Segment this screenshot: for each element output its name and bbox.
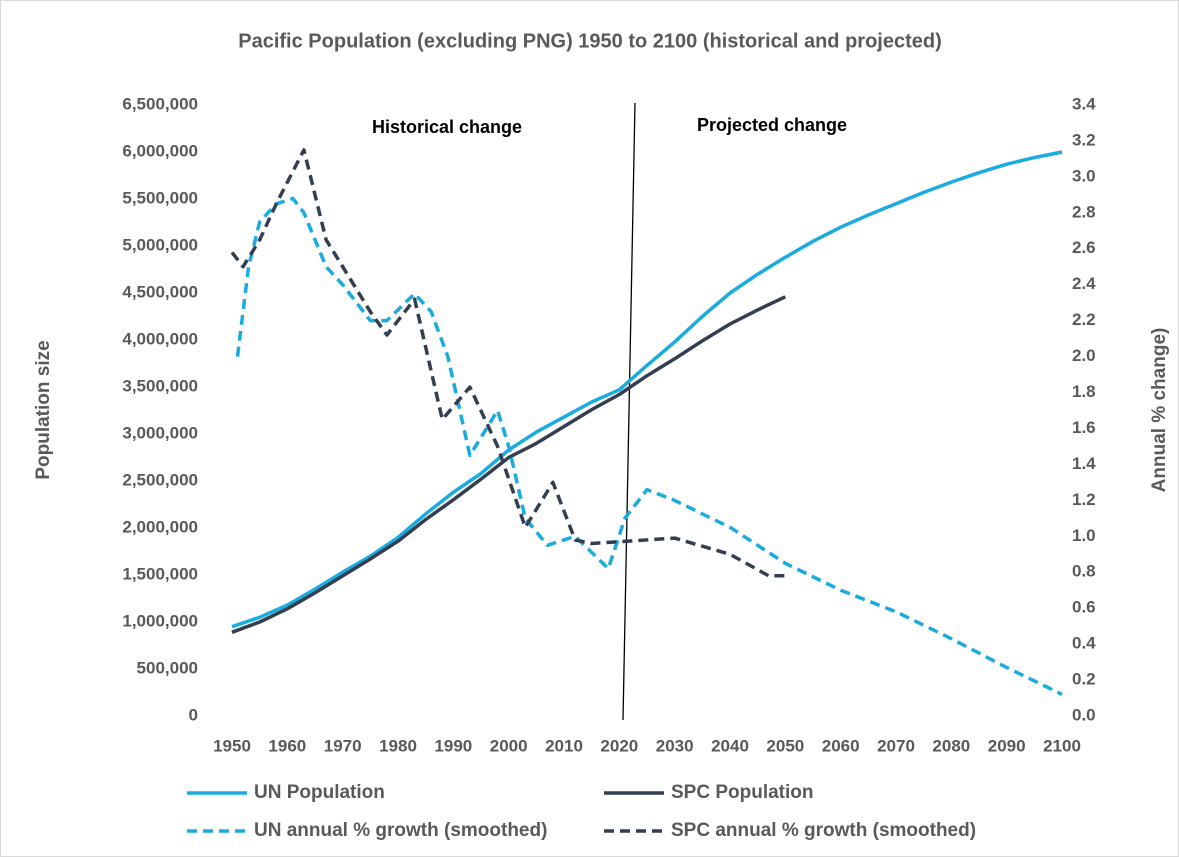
annotation: Projected change [697, 115, 847, 135]
y2-tick-label: 0.0 [1072, 705, 1096, 724]
x-tick-label: 2000 [490, 736, 528, 755]
x-tick-label: 2060 [822, 736, 860, 755]
y2-tick-label: 0.2 [1072, 670, 1096, 689]
x-tick-label: 1980 [379, 736, 417, 755]
y-tick-label: 5,000,000 [122, 235, 198, 254]
y-tick-label: 3,500,000 [122, 376, 198, 395]
legend-label: UN Population [254, 782, 385, 803]
y2-tick-label: 0.6 [1072, 598, 1096, 617]
y-tick-label: 4,000,000 [122, 329, 198, 348]
x-tick-label: 1950 [213, 736, 251, 755]
series-line [231, 150, 1063, 629]
y-tick-label: 5,500,000 [122, 188, 198, 207]
series-line [235, 196, 1063, 696]
x-tick-label: 2070 [877, 736, 915, 755]
y-tick-label: 1,500,000 [122, 564, 198, 583]
y2-tick-label: 1.2 [1072, 490, 1096, 509]
x-tick-label: 2080 [932, 736, 970, 755]
x-tick-label: 2010 [545, 736, 583, 755]
y-tick-label: 2,500,000 [122, 470, 198, 489]
y2-tick-label: 3.0 [1072, 166, 1096, 185]
x-tick-label: 2020 [600, 736, 638, 755]
x-tick-label: 2050 [766, 736, 804, 755]
y2-tick-label: 1.4 [1072, 454, 1096, 473]
y2-tick-label: 2.6 [1072, 238, 1096, 257]
legend-label: SPC annual % growth (smoothed) [671, 820, 976, 841]
x-tick-label: 1990 [434, 736, 472, 755]
y2-tick-label: 2.4 [1072, 274, 1096, 293]
x-tick-label: 1960 [268, 736, 306, 755]
y-tick-label: 1,000,000 [122, 611, 198, 630]
annotation: Historical change [372, 117, 522, 137]
y2-tick-label: 1.0 [1072, 526, 1096, 545]
y2-tick-label: 3.4 [1072, 94, 1096, 113]
y2-tick-label: 2.8 [1072, 202, 1096, 221]
series-line [231, 295, 787, 634]
legend-label: SPC Population [671, 782, 814, 803]
x-tick-label: 2040 [711, 736, 749, 755]
y-tick-label: 4,500,000 [122, 282, 198, 301]
y-tick-label: 6,000,000 [122, 141, 198, 160]
legend-label: UN annual % growth (smoothed) [254, 820, 547, 841]
x-tick-label: 2090 [988, 736, 1026, 755]
y2-tick-label: 0.4 [1072, 634, 1096, 653]
chart-title: Pacific Population (excluding PNG) 1950 … [238, 30, 942, 52]
y-tick-label: 2,000,000 [122, 517, 198, 536]
y2-tick-label: 2.0 [1072, 346, 1096, 365]
x-tick-label: 2100 [1043, 736, 1081, 755]
divider-line [622, 102, 636, 721]
y-tick-label: 500,000 [137, 658, 198, 677]
y2-axis-label: Annual % change) [1149, 328, 1170, 493]
y-axis-label: Population size [33, 340, 54, 479]
series-line [230, 148, 786, 578]
y2-tick-label: 1.8 [1072, 382, 1096, 401]
y-tick-label: 3,000,000 [122, 423, 198, 442]
y-tick-label: 6,500,000 [122, 94, 198, 113]
x-tick-label: 2030 [656, 736, 694, 755]
y2-tick-label: 2.2 [1072, 310, 1096, 329]
y2-tick-label: 0.8 [1072, 562, 1096, 581]
y-tick-label: 0 [189, 705, 198, 724]
y2-tick-label: 1.6 [1072, 418, 1096, 437]
x-tick-label: 1970 [324, 736, 362, 755]
y2-tick-label: 3.2 [1072, 130, 1096, 149]
